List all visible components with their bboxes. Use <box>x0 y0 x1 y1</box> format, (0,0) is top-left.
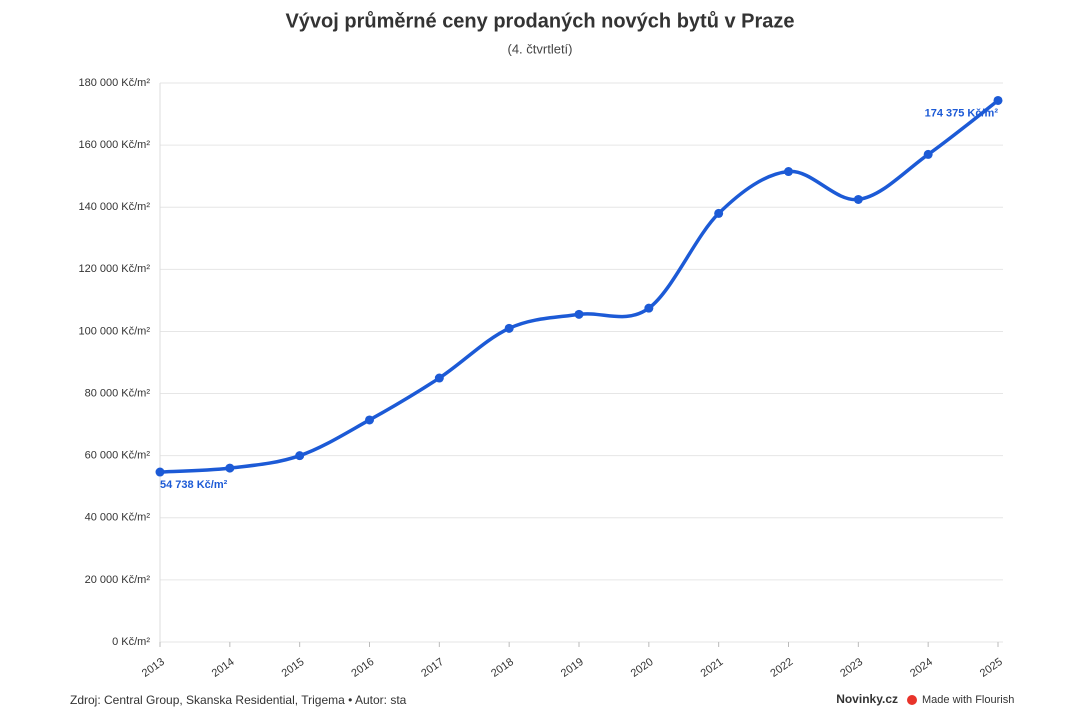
y-tick-label: 100 000 Kč/m² <box>78 325 150 337</box>
x-tick-label: 2013 <box>140 656 167 680</box>
x-tick-label: 2014 <box>210 656 237 680</box>
x-tick-label: 2023 <box>838 656 865 680</box>
chart-title: Vývoj průměrné ceny prodaných nových byt… <box>285 10 794 32</box>
y-tick-label: 0 Kč/m² <box>112 636 150 648</box>
x-tick-label: 2018 <box>489 656 516 680</box>
chart-subtitle: (4. čtvrtletí) <box>507 41 572 56</box>
x-tick-label: 2021 <box>699 656 726 680</box>
point <box>993 95 1003 105</box>
point <box>504 323 514 333</box>
line <box>158 98 1000 474</box>
x-tick-label: 2019 <box>559 656 586 680</box>
brand: Novinky.cz <box>836 692 898 706</box>
x-tick-label: 2024 <box>908 656 935 680</box>
x-tick-label: 2017 <box>419 656 446 680</box>
point <box>714 208 724 218</box>
value-label: 174 375 Kč/m² <box>925 107 999 119</box>
y-tick-label: 180 000 Kč/m² <box>78 77 150 89</box>
y-tick-label: 120 000 Kč/m² <box>78 263 150 275</box>
point <box>644 303 654 313</box>
point <box>853 194 863 204</box>
x-tick-label: 2025 <box>978 656 1005 680</box>
source: Zdroj: Central Group, Skanska Residentia… <box>70 693 407 707</box>
point <box>923 149 933 159</box>
y-tick-label: 160 000 Kč/m² <box>78 139 150 151</box>
y-tick-label: 20 000 Kč/m² <box>85 574 151 586</box>
value-label: 54 738 Kč/m² <box>160 479 228 491</box>
point <box>784 167 793 177</box>
y-tick-label: 40 000 Kč/m² <box>85 512 151 524</box>
y-tick-label: 80 000 Kč/m² <box>85 387 151 399</box>
flourish-icon <box>907 695 917 705</box>
point <box>574 309 584 319</box>
point <box>225 463 235 473</box>
credit: Made with Flourish <box>922 694 1014 706</box>
point <box>155 467 165 477</box>
point <box>295 451 305 461</box>
x-tick-label: 2020 <box>629 656 656 680</box>
y-tick-label: 60 000 Kč/m² <box>85 450 151 462</box>
point <box>365 415 374 425</box>
x-tick-label: 2015 <box>280 656 307 680</box>
y-tick-label: 140 000 Kč/m² <box>78 201 150 213</box>
x-tick-label: 2022 <box>768 656 795 680</box>
x-tick-label: 2016 <box>349 656 376 680</box>
point <box>434 373 444 383</box>
